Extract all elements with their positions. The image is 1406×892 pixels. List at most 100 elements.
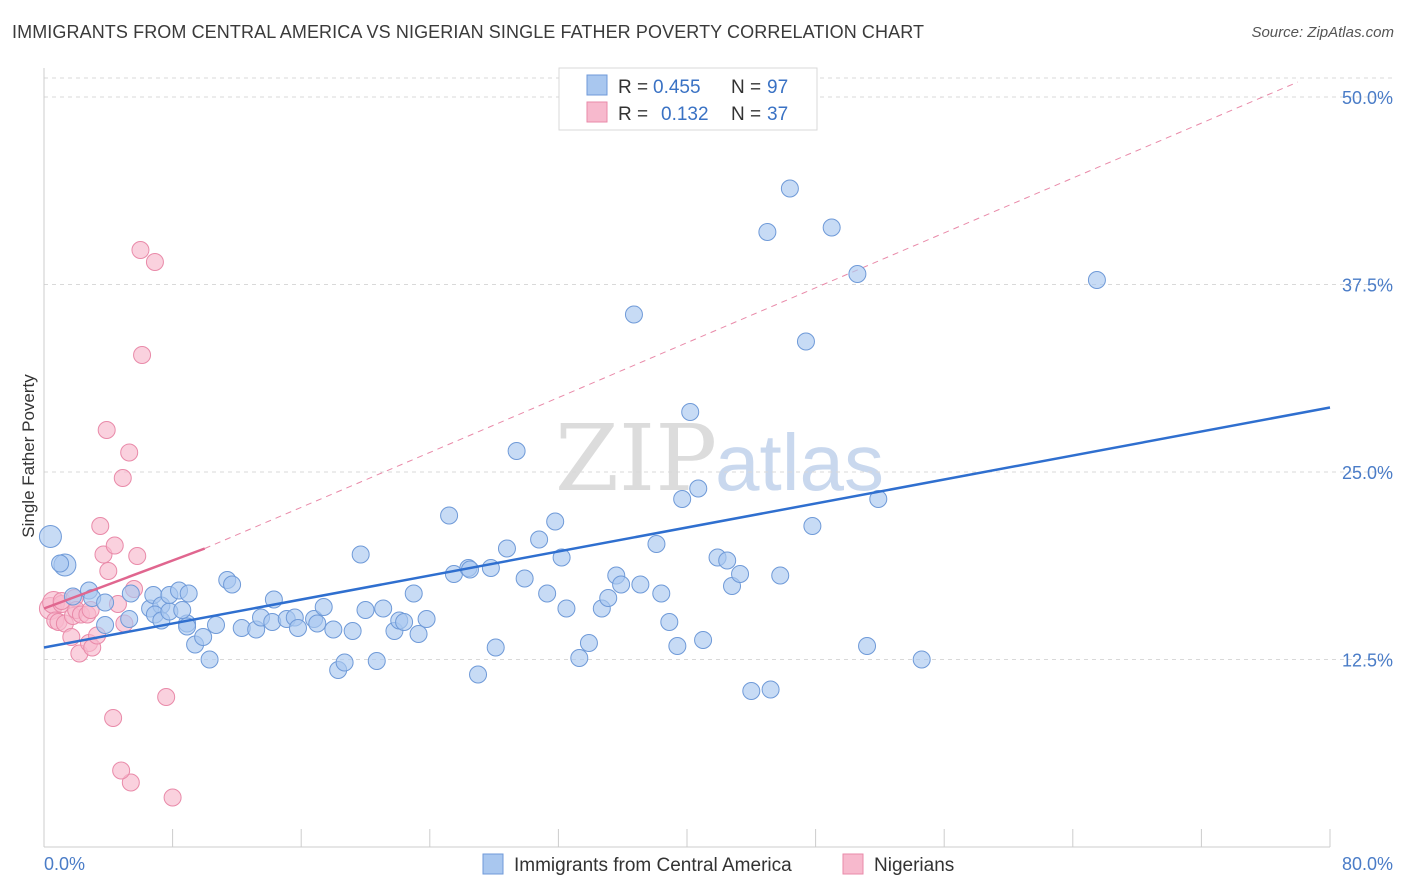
data-point-central-america <box>742 682 761 700</box>
data-point-central-america <box>796 332 815 351</box>
data-point-central-america <box>869 490 888 508</box>
data-point-central-america <box>694 631 713 649</box>
trend-lines <box>204 81 1299 549</box>
data-point-central-america <box>660 613 679 631</box>
data-point-central-america <box>668 637 687 655</box>
chart-title: IMMIGRANTS FROM CENTRAL AMERICA VS NIGER… <box>12 22 925 42</box>
trend-line-nigerians <box>43 547 206 610</box>
data-point-central-america <box>417 610 436 628</box>
data-point-central-america <box>761 680 780 699</box>
data-point-nigerians <box>131 241 150 259</box>
legend-r-value-1: 0.455 <box>653 77 701 98</box>
data-point-central-america <box>179 584 198 603</box>
data-point-central-america <box>912 650 931 669</box>
data-point-central-america <box>96 616 115 634</box>
data-point-central-america <box>515 569 534 588</box>
data-point-central-america <box>263 613 282 631</box>
data-point-central-america <box>223 575 242 594</box>
data-point-central-america <box>486 638 505 657</box>
data-point-central-america <box>120 610 139 628</box>
data-point-central-america <box>673 490 692 508</box>
data-point-central-america <box>469 665 488 684</box>
data-point-nigerians <box>91 517 110 535</box>
gridlines <box>44 77 1393 660</box>
data-point-central-america <box>1087 271 1106 289</box>
data-point-central-america <box>822 218 841 237</box>
y-axis-label: Single Father Poverty <box>19 374 38 538</box>
data-point-central-america <box>731 565 750 583</box>
data-point-central-america <box>194 628 213 646</box>
data-point-nigerians <box>145 253 164 271</box>
data-point-central-america <box>689 479 708 498</box>
data-point-central-america <box>308 614 327 633</box>
legend-r-label-2: R = <box>618 104 648 125</box>
data-point-nigerians <box>121 773 140 792</box>
data-point-central-america <box>314 598 333 616</box>
data-point-nigerians <box>105 536 124 555</box>
data-point-central-america <box>718 551 737 570</box>
trend-line-central-america <box>43 406 1331 649</box>
data-point-nigerians <box>128 547 147 565</box>
data-point-central-america <box>530 530 549 549</box>
data-point-central-america <box>780 179 799 198</box>
data-point-central-america <box>631 575 650 594</box>
data-point-central-america <box>121 584 140 603</box>
data-point-nigerians <box>133 346 152 364</box>
legend-r-value-2: 0.132 <box>661 104 709 125</box>
data-point-central-america <box>624 305 643 324</box>
data-point-central-america <box>771 566 790 585</box>
y-tick-label: 25.0% <box>1342 463 1393 483</box>
data-point-central-america <box>173 601 192 619</box>
chart-source: Source: ZipAtlas.com <box>1251 24 1394 41</box>
data-point-central-america <box>374 599 393 618</box>
data-point-central-america <box>538 584 557 603</box>
bottom-legend-swatch-blue <box>482 853 504 875</box>
data-point-nigerians <box>99 562 118 580</box>
data-point-central-america <box>404 584 423 603</box>
data-point-nigerians <box>120 443 139 462</box>
y-tick-label: 37.5% <box>1342 276 1393 296</box>
data-point-central-america <box>579 634 598 652</box>
data-point-nigerians <box>104 709 123 727</box>
data-point-central-america <box>356 601 375 619</box>
y-tick-labels: 12.5% 25.0% 37.5% 50.0% <box>1342 88 1393 671</box>
data-point-central-america <box>51 554 70 573</box>
x-tick-label-max: 80.0% <box>1342 854 1393 874</box>
watermark-atlas: atlas <box>715 418 884 507</box>
x-tick-label-min: 0.0% <box>44 854 85 874</box>
bottom-legend-label-central-america: Immigrants from Central America <box>514 855 792 876</box>
data-point-central-america <box>343 622 362 640</box>
data-point-central-america <box>38 525 62 548</box>
watermark: ZIP atlas <box>555 405 884 512</box>
data-point-central-america <box>351 545 370 564</box>
data-point-central-america <box>570 649 589 667</box>
data-point-central-america <box>507 442 526 460</box>
data-point-nigerians <box>97 421 116 439</box>
legend-n-label-1: N = <box>731 77 761 98</box>
correlation-legend: R = 0.455 N = 97 R = 0.132 N = 37 <box>558 67 818 131</box>
trend-line-nigerians-dashed <box>204 81 1299 549</box>
data-point-central-america <box>200 650 219 669</box>
data-point-central-america <box>367 652 386 670</box>
data-point-nigerians <box>113 469 132 487</box>
bottom-legend-swatch-pink <box>842 853 864 875</box>
watermark-zip: ZIP <box>555 405 717 512</box>
data-point-central-america <box>647 535 666 553</box>
data-point-central-america <box>652 584 671 603</box>
data-point-central-america <box>207 616 226 634</box>
data-point-nigerians <box>163 788 182 807</box>
series-central-america <box>38 179 1106 700</box>
data-point-central-america <box>335 653 354 672</box>
data-point-central-america <box>96 593 115 612</box>
axes <box>43 68 1331 848</box>
y-tick-label: 50.0% <box>1342 88 1393 108</box>
data-point-central-america <box>599 589 618 607</box>
data-point-central-america <box>288 619 307 637</box>
data-point-central-america <box>848 265 867 283</box>
data-point-nigerians <box>112 761 131 780</box>
data-point-central-america <box>612 575 631 594</box>
legend-n-value-2: 37 <box>767 104 788 125</box>
legend-swatch-blue <box>586 74 608 96</box>
data-point-central-america <box>557 599 576 618</box>
